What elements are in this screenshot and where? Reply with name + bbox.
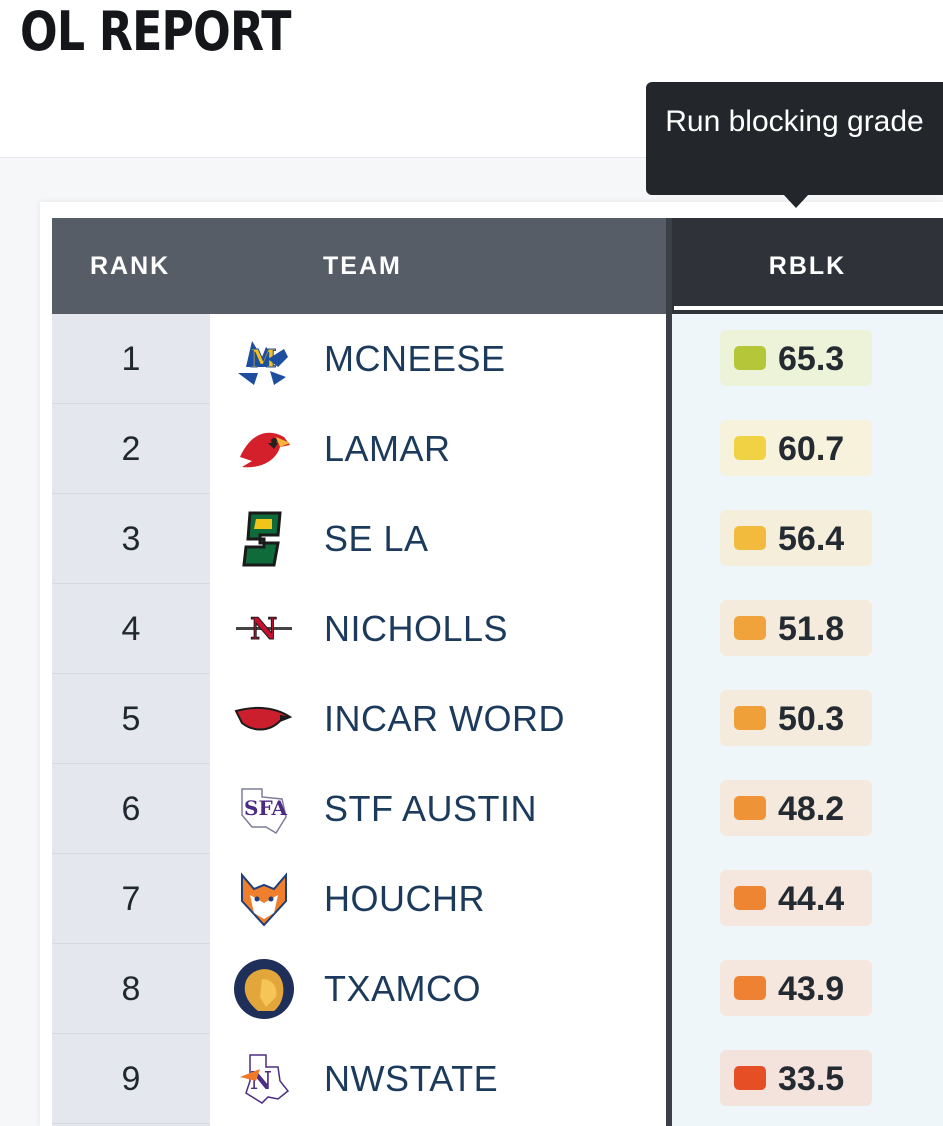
table-row[interactable]: 7 HOUCHR 44.4 [52,854,943,944]
rank-column-header[interactable]: RANK [90,252,171,280]
team-name-link[interactable]: TXAMCO [324,968,482,1009]
rblk-sort-indicator [674,306,943,310]
team-logo-icon [232,867,296,931]
rank-cell: 7 [121,880,141,918]
rank-cell: 9 [121,1060,141,1098]
rblk-column-header[interactable]: RBLK [768,252,847,280]
team-logo-icon [232,327,296,391]
rblk-header-bg [672,218,943,314]
rblk-grade-value: 33.5 [778,1060,845,1098]
rblk-grade-pill: 48.2 [720,780,872,836]
rank-cell: 2 [121,430,141,468]
team-name-link[interactable]: STF AUSTIN [324,788,538,829]
tooltip-text: Run blocking grade [665,105,924,138]
table-row[interactable]: 1 MCNEESE 65.3 [52,314,943,404]
rank-cell: 8 [121,970,141,1008]
tooltip-arrow [783,194,809,208]
page-title: OL REPORT [20,0,291,63]
rblk-grade-pill: 65.3 [720,330,872,386]
row-divider [52,673,210,674]
row-divider [52,763,210,764]
team-name-link[interactable]: NICHOLLS [324,608,509,649]
table-row[interactable]: 6 STF AUSTIN 48.2 [52,764,943,854]
grade-color-swatch [734,526,766,550]
row-divider [52,1123,210,1124]
table-row[interactable]: 2 LAMAR 60.7 [52,404,943,494]
grade-color-swatch [734,706,766,730]
team-name-link[interactable]: MCNEESE [324,338,506,379]
team-logo-icon [232,1047,296,1111]
table-row[interactable]: 4 NICHOLLS 51.8 [52,584,943,674]
team-logo-icon [232,687,296,751]
team-logo-icon [232,597,296,661]
team-logo-icon [232,777,296,841]
rank-cell: 3 [121,520,141,558]
row-divider [52,583,210,584]
grade-color-swatch [734,346,766,370]
team-name-link[interactable]: HOUCHR [324,878,485,919]
rblk-grade-pill: 56.4 [720,510,872,566]
rblk-grade-pill: 43.9 [720,960,872,1016]
rblk-grade-pill: 50.3 [720,690,872,746]
column-divider [666,218,672,1126]
table-row[interactable]: 9 NWSTATE 33.5 [52,1034,943,1124]
rblk-tooltip: Run blocking grade [646,82,943,195]
rank-cell: 1 [121,340,141,378]
rblk-grade-value: 65.3 [778,340,845,378]
grade-color-swatch [734,436,766,460]
row-divider [52,943,210,944]
team-logo-icon [232,957,296,1021]
row-divider [52,493,210,494]
rblk-grade-value: 56.4 [778,520,845,558]
rblk-grade-value: 50.3 [778,700,845,738]
team-name-link[interactable]: SE LA [324,518,429,559]
rank-column-bg [52,314,210,1126]
rblk-grade-pill: 33.5 [720,1050,872,1106]
rblk-grade-value: 44.4 [778,880,845,918]
table-row[interactable]: 3 SE LA 56.4 [52,494,943,584]
team-logo-icon [232,507,296,571]
grade-color-swatch [734,796,766,820]
rblk-grade-value: 43.9 [778,970,845,1008]
team-logo-icon [232,417,296,481]
header-band: OL REPORT [0,0,943,158]
row-divider [52,403,210,404]
rblk-grade-value: 60.7 [778,430,845,468]
grade-color-swatch [734,886,766,910]
row-divider [52,1033,210,1034]
rank-cell: 4 [121,610,141,648]
row-divider [52,853,210,854]
rblk-grade-pill: 44.4 [720,870,872,926]
rblk-grade-value: 51.8 [778,610,845,648]
grade-color-swatch [734,976,766,1000]
team-column-header[interactable]: TEAM [323,252,402,280]
grade-color-swatch [734,616,766,640]
team-name-link[interactable]: NWSTATE [324,1058,499,1099]
table-header: RANK TEAM RBLK [52,218,943,314]
grade-color-swatch [734,1066,766,1090]
rank-cell: 6 [121,790,141,828]
team-name-link[interactable]: LAMAR [324,428,451,469]
rblk-grade-value: 48.2 [778,790,845,828]
team-name-link[interactable]: INCAR WORD [324,698,565,739]
table-row[interactable]: 5 INCAR WORD 50.3 [52,674,943,764]
rank-cell: 5 [121,700,141,738]
rblk-grade-pill: 51.8 [720,600,872,656]
table-row[interactable]: 8 TXAMCO 43.9 [52,944,943,1034]
rblk-grade-pill: 60.7 [720,420,872,476]
